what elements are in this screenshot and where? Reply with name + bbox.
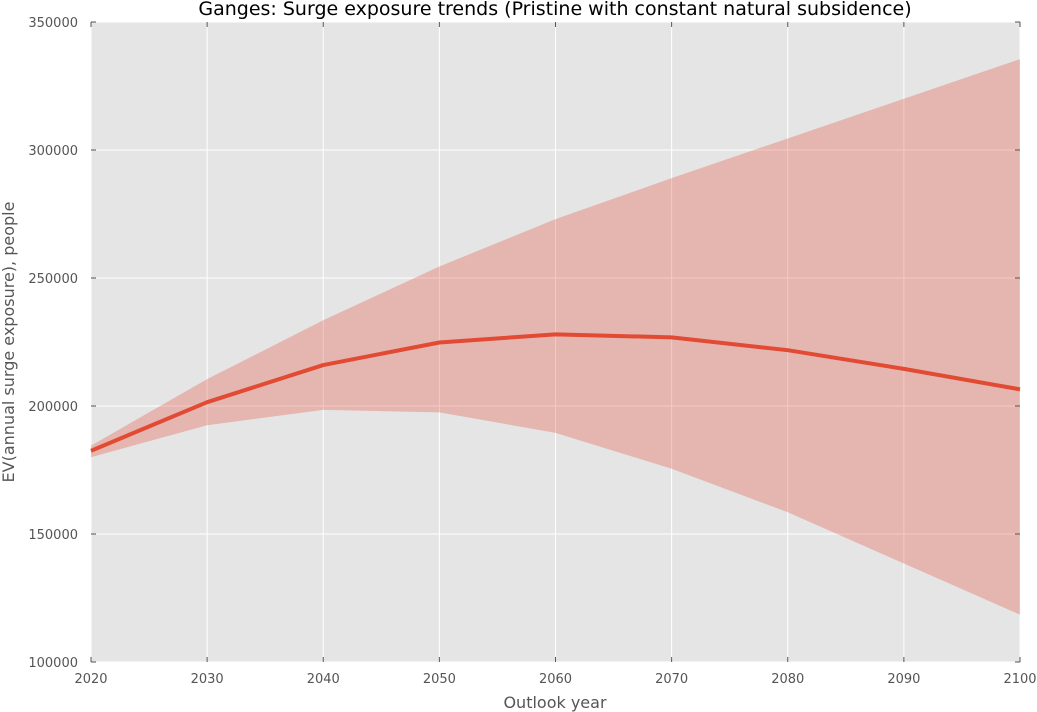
- x-tick-label: 2070: [655, 672, 688, 687]
- x-tick-label: 2100: [1003, 672, 1036, 687]
- x-axis-title: Outlook year: [503, 693, 607, 712]
- x-tick-label: 2050: [423, 672, 456, 687]
- chart-title: Ganges: Surge exposure trends (Pristine …: [198, 0, 911, 20]
- x-tick-label: 2030: [191, 672, 224, 687]
- x-tick-label: 2090: [887, 672, 920, 687]
- y-tick-labels: 100000 150000 200000 250000 300000 350000: [28, 16, 78, 671]
- y-axis-title: EV(annual surge exposure), people: [0, 202, 18, 483]
- x-tick-label: 2040: [307, 672, 340, 687]
- y-tick-label: 200000: [28, 400, 78, 415]
- x-tick-label: 2020: [74, 672, 107, 687]
- mean-line: [90, 332, 1021, 453]
- y-tick-label: 300000: [28, 144, 78, 159]
- y-tick-label: 350000: [28, 16, 78, 31]
- y-tick-label: 100000: [28, 656, 78, 671]
- y-tick-label: 150000: [28, 528, 78, 543]
- uncertainty-band: [91, 59, 1020, 615]
- x-tick-labels: 2020 2030 2040 2050 2060 2070 2080 2090 2100: [74, 672, 1036, 687]
- x-tick-label: 2080: [771, 672, 804, 687]
- y-tick-label: 250000: [28, 272, 78, 287]
- x-tick-label: 2060: [539, 672, 572, 687]
- tick-marks: [90, 21, 1021, 663]
